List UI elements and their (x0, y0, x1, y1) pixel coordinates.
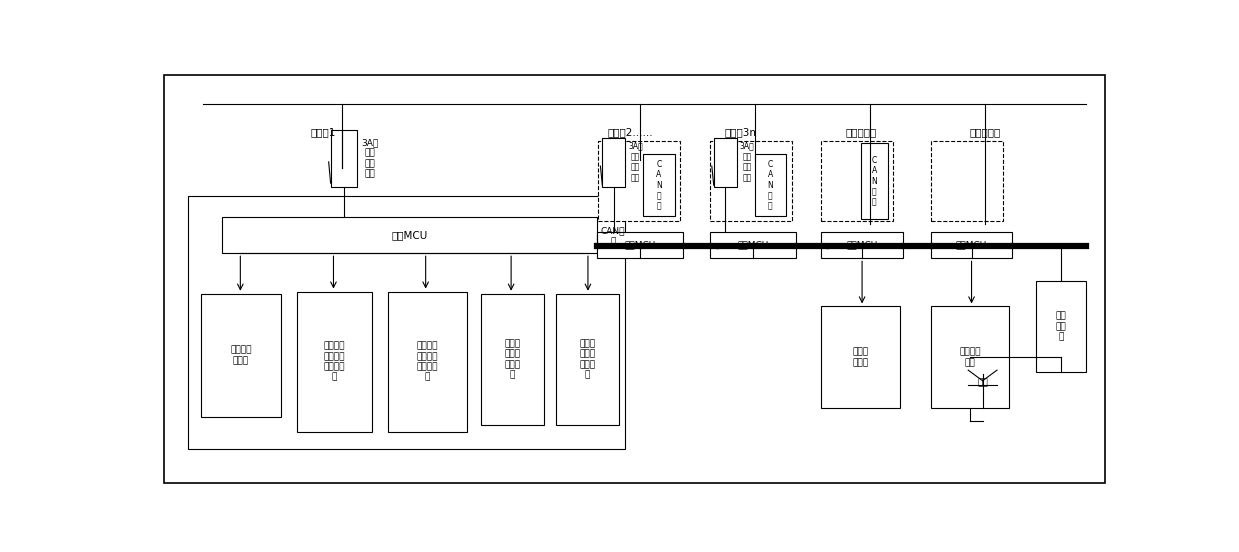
Bar (821, 141, 893, 221)
Bar (710, 232, 797, 258)
Bar (598, 141, 680, 221)
Text: 无线
路由
器: 无线 路由 器 (1056, 312, 1067, 342)
Bar (1036, 281, 1087, 372)
Bar (930, 306, 1010, 408)
Bar (755, 154, 786, 216)
Text: 回收或1: 回收或1 (310, 127, 336, 137)
Text: 右回收机构: 右回收机构 (970, 127, 1001, 137)
Bar (188, 196, 626, 449)
Text: CAN通
讯: CAN通 讯 (601, 226, 626, 246)
Text: 天线: 天线 (978, 378, 987, 388)
Text: 回收仓
的左传
送带电
机: 回收仓 的左传 送带电 机 (504, 339, 520, 380)
Text: 回收仓的
右回收拨
板控制信
号: 回收仓的 右回收拨 板控制信 号 (416, 342, 439, 382)
Text: 3A保
险丝
控制
开关: 3A保 险丝 控制 开关 (628, 142, 643, 182)
Bar (222, 217, 597, 253)
Bar (643, 154, 675, 216)
Text: 回收仓的
左回收拨
板控制信
号: 回收仓的 左回收拨 板控制信 号 (323, 342, 346, 382)
Text: C
A
N
通
讯: C A N 通 讯 (767, 160, 773, 210)
Text: 控制MCU: 控制MCU (737, 241, 768, 250)
Text: 左回收机构: 左回收机构 (845, 127, 876, 137)
Text: 回收仓
的右传
送带电
机: 回收仓 的右传 送带电 机 (580, 339, 596, 380)
Text: 控制MCU: 控制MCU (957, 241, 987, 250)
Text: 3A保
险丝
控制
开关: 3A保 险丝 控制 开关 (362, 139, 379, 179)
Bar (388, 291, 467, 432)
Bar (714, 139, 737, 187)
Bar (556, 294, 618, 426)
Bar (331, 130, 357, 187)
Text: 3A保
险丝
控制
开关: 3A保 险丝 控制 开关 (740, 142, 755, 182)
Text: 控制MCU: 控制MCU (392, 230, 427, 240)
Bar (930, 232, 1012, 258)
Text: 回收或2......: 回收或2...... (607, 127, 653, 137)
Bar (602, 139, 626, 187)
Text: 控制MCU: 控制MCU (624, 241, 655, 250)
Text: 右条码扫
描器: 右条码扫 描器 (959, 348, 981, 367)
Bar (597, 232, 683, 258)
Bar (930, 141, 1002, 221)
Bar (821, 232, 903, 258)
Bar (201, 294, 281, 417)
Text: C
A
N
通
讯: C A N 通 讯 (657, 160, 662, 210)
Bar (861, 143, 887, 219)
Text: 压缩机控
制系统: 压缩机控 制系统 (230, 346, 252, 365)
Bar (710, 141, 792, 221)
Bar (297, 291, 372, 432)
Bar (481, 294, 544, 426)
Text: 回收或3n: 回收或3n (725, 127, 757, 137)
Text: 左条码
扫描器: 左条码 扫描器 (852, 348, 869, 367)
Text: C
A
N
通
讯: C A N 通 讯 (871, 156, 877, 206)
Bar (821, 306, 900, 408)
Text: 控制MCU: 控制MCU (846, 241, 877, 250)
